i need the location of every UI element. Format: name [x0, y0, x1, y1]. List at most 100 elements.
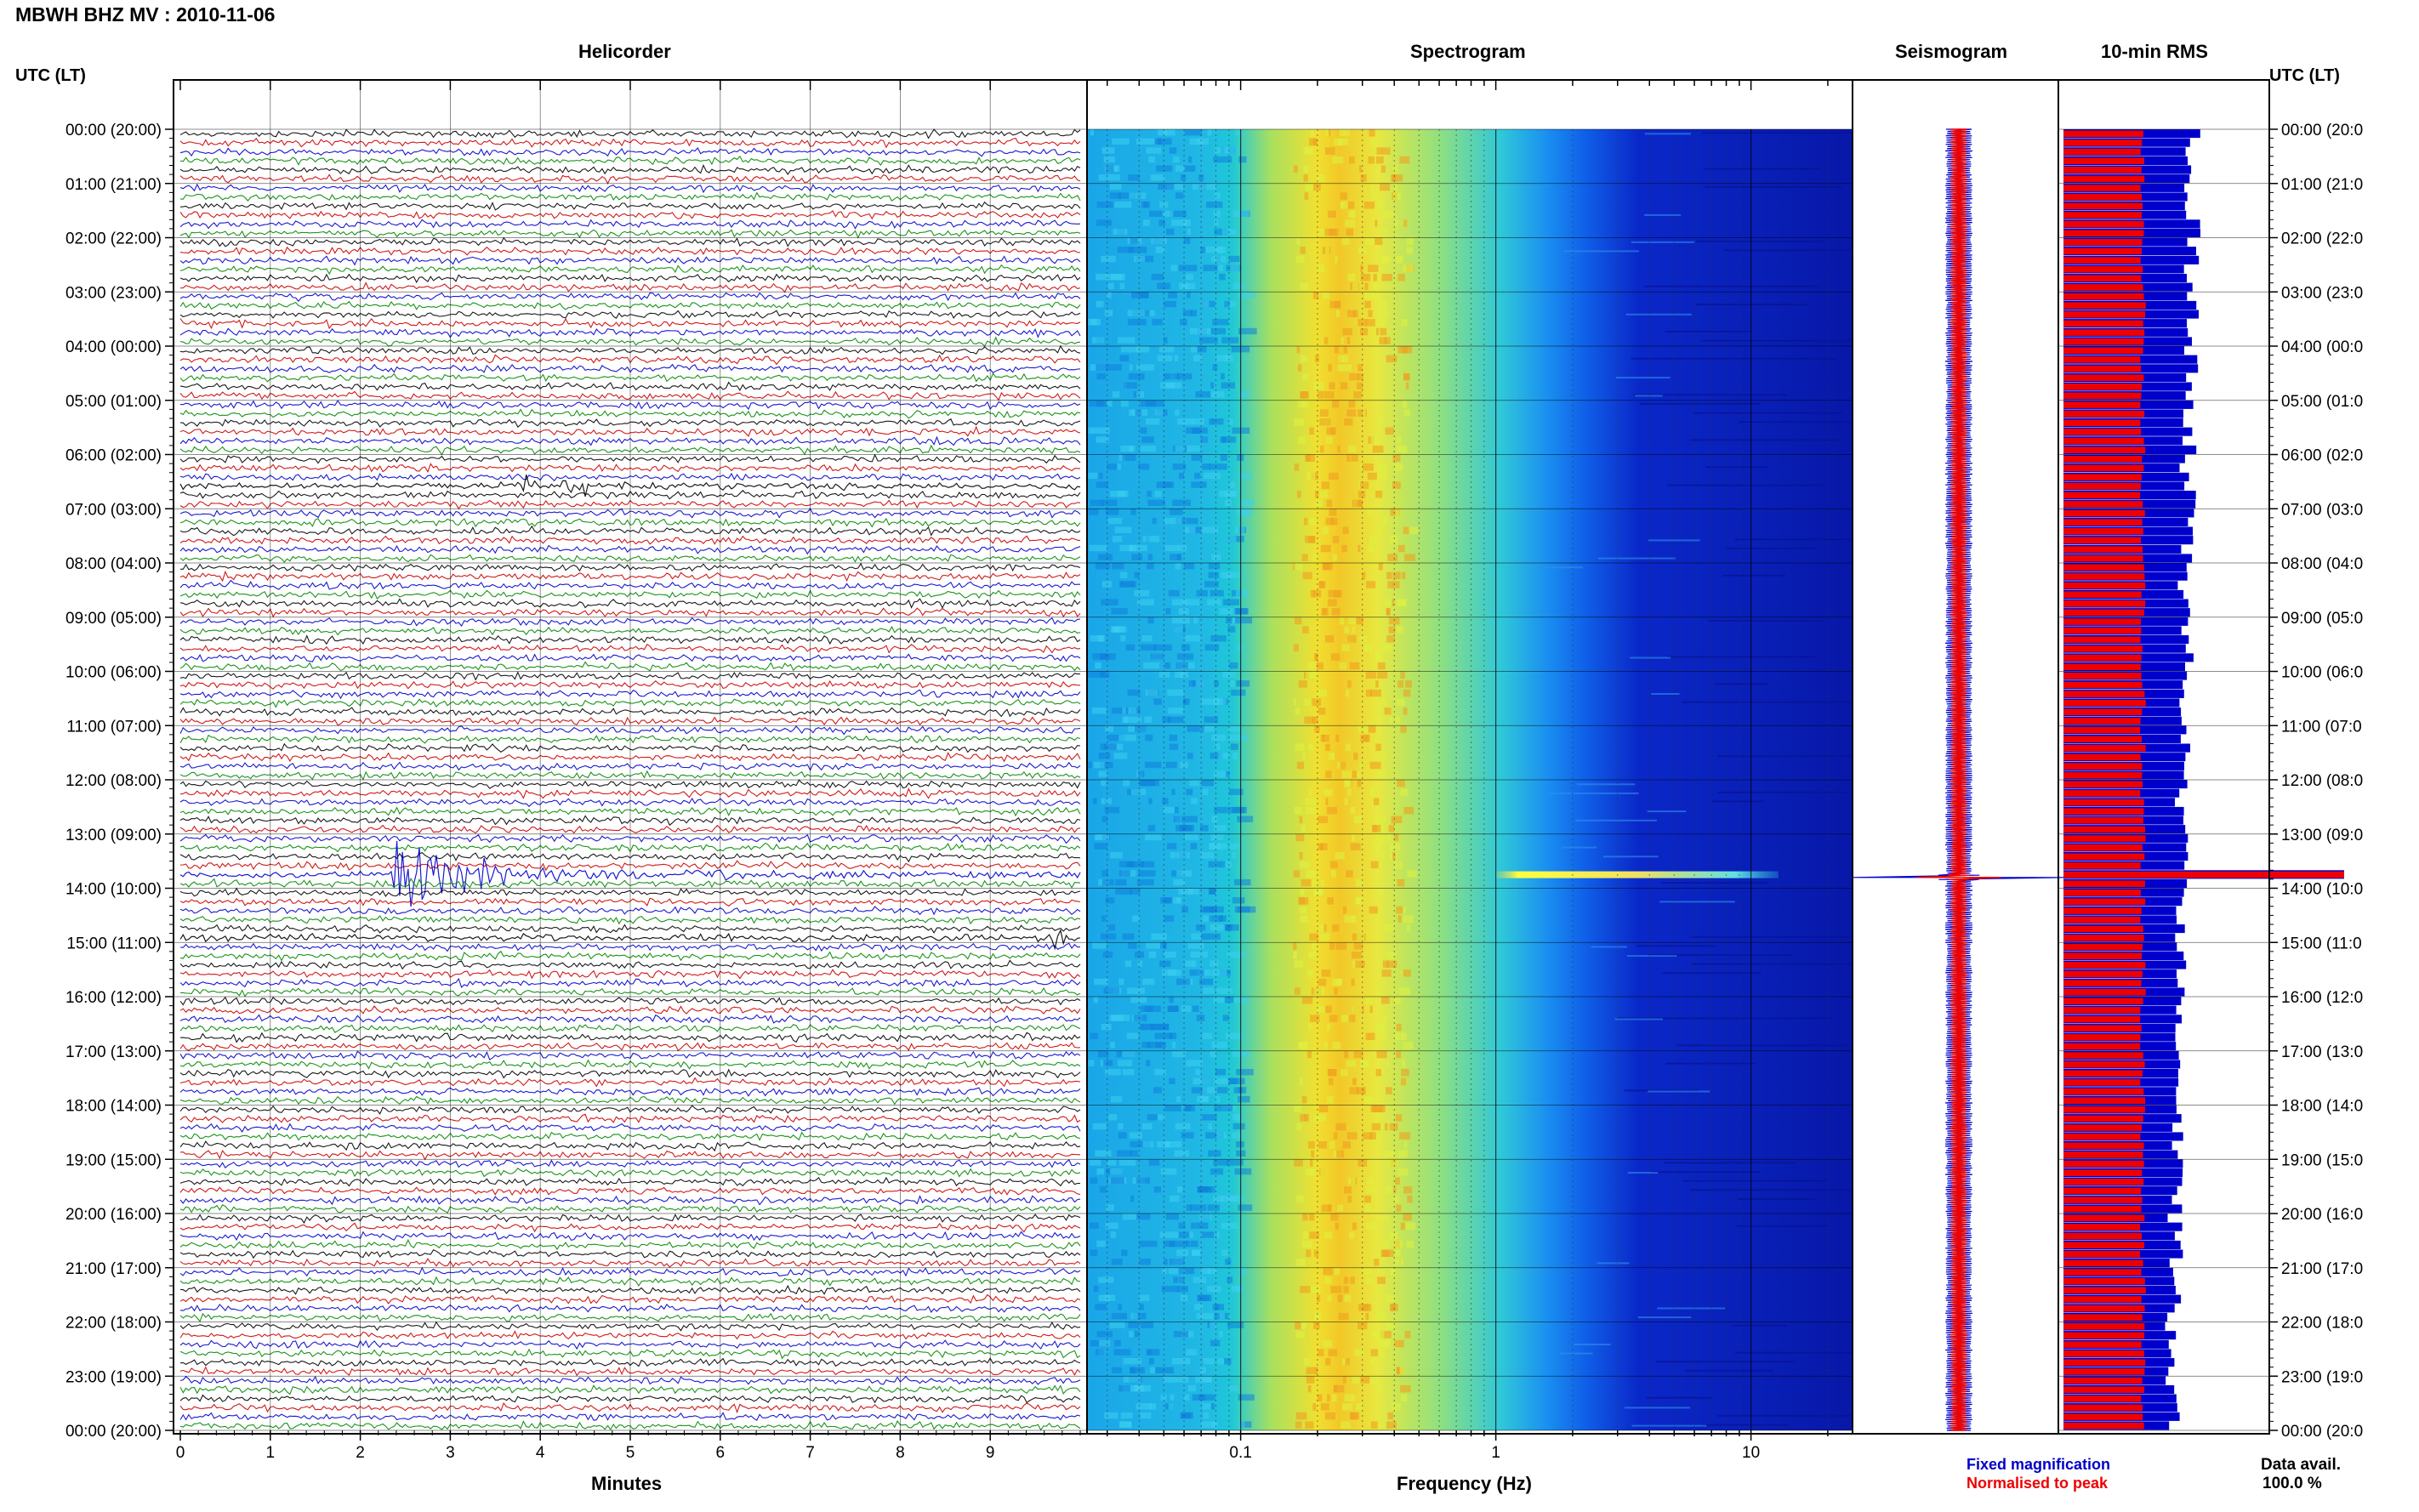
- row-label-right: 07:00 (03:0: [2281, 501, 2363, 519]
- rms-bar-normalised: [2063, 528, 2143, 535]
- rms-bar-normalised: [2063, 1025, 2142, 1032]
- row-label-right: 19:00 (15:0: [2281, 1151, 2363, 1169]
- rms-bar-normalised: [2063, 871, 2344, 878]
- minute-tick-label: 2: [356, 1444, 365, 1462]
- rms-bar-normalised: [2063, 1305, 2145, 1312]
- rms-bar-normalised: [2063, 239, 2143, 246]
- rms-bar-normalised: [2063, 257, 2141, 264]
- rms-bar-normalised: [2063, 464, 2144, 472]
- rms-bar-normalised: [2063, 636, 2141, 644]
- rms-bar-normalised: [2063, 554, 2143, 562]
- rms-bar-normalised: [2063, 167, 2142, 173]
- minute-tick-label: 8: [896, 1444, 905, 1462]
- rms-bar-normalised: [2063, 356, 2141, 363]
- minute-tick-label: 1: [266, 1444, 276, 1462]
- row-label-left: 20:00 (16:00): [65, 1206, 162, 1224]
- row-label-left: 06:00 (02:00): [65, 447, 162, 465]
- row-label-left: 07:00 (03:00): [65, 501, 162, 519]
- row-label-left: 21:00 (17:00): [65, 1260, 162, 1278]
- rms-bar-normalised: [2063, 419, 2141, 427]
- rms-bar-normalised: [2063, 347, 2143, 355]
- rms-bar-normalised: [2063, 691, 2145, 697]
- row-label-left: 00:00 (20:00): [65, 122, 162, 139]
- row-label-right: 12:00 (08:0: [2281, 772, 2363, 790]
- rms-title: 10-min RMS: [2101, 41, 2208, 62]
- seismogram-title: Seismogram: [1895, 41, 2008, 62]
- rms-bar-normalised: [2063, 384, 2142, 390]
- rms-bar-normalised: [2063, 808, 2144, 815]
- rms-bar-normalised: [2063, 1187, 2142, 1195]
- rms-bar-normalised: [2063, 916, 2141, 924]
- rms-bar-normalised: [2063, 753, 2141, 761]
- row-label-left: 04:00 (00:00): [65, 338, 162, 356]
- rms-bar-normalised: [2063, 130, 2143, 138]
- rms-bar-normalised: [2063, 708, 2143, 716]
- frequency-tick-label: 1: [1491, 1444, 1500, 1462]
- left-axis-title: UTC (LT): [15, 66, 86, 85]
- row-label-right: 15:00 (11:0: [2281, 935, 2362, 952]
- rms-bar-normalised: [2063, 1368, 2145, 1375]
- rms-bar-normalised: [2063, 862, 2141, 869]
- rms-bar-normalised: [2063, 745, 2146, 752]
- rms-bar-normalised: [2063, 284, 2143, 291]
- rms-bar-normalised: [2063, 546, 2143, 553]
- rms-bar-normalised: [2063, 1060, 2145, 1068]
- rms-bar-normalised: [2063, 202, 2143, 210]
- rms-bar-normalised: [2063, 1124, 2142, 1131]
- rms-bar-normalised: [2063, 645, 2143, 652]
- rms-bar-normalised: [2063, 1242, 2145, 1248]
- helicorder-title: Helicorder: [578, 41, 671, 62]
- minutes-axis-label: Minutes: [591, 1473, 663, 1494]
- rms-bar-normalised: [2063, 1070, 2143, 1077]
- minute-tick-label: 6: [716, 1444, 726, 1462]
- row-label-left: 15:00 (11:00): [66, 935, 162, 952]
- rms-bar-normalised: [2063, 148, 2141, 156]
- row-label-right: 05:00 (01:0: [2281, 393, 2363, 411]
- rms-bar-normalised: [2063, 817, 2143, 824]
- rms-bar-normalised: [2063, 265, 2143, 273]
- rms-bar-normalised: [2063, 1277, 2145, 1285]
- rms-bar-normalised: [2063, 429, 2142, 435]
- row-label-left: 23:00 (19:00): [65, 1368, 162, 1386]
- rms-bar-normalised: [2063, 1007, 2141, 1014]
- rms-bar-normalised: [2063, 501, 2143, 508]
- minute-tick-label: 5: [626, 1444, 635, 1462]
- rms-bar-normalised: [2063, 1197, 2143, 1203]
- rms-bar-normalised: [2063, 1106, 2145, 1113]
- rms-bar-normalised: [2063, 962, 2146, 969]
- rms-bar-normalised: [2063, 365, 2142, 372]
- row-label-left: 14:00 (10:00): [65, 881, 162, 899]
- rms-bar-normalised: [2063, 185, 2141, 191]
- rms-bar-normalised: [2063, 410, 2145, 418]
- rms-bar-normalised: [2063, 1052, 2143, 1059]
- row-label-right: 01:00 (21:0: [2281, 176, 2363, 194]
- rms-bar-normalised: [2063, 970, 2143, 978]
- rms-bar-normalised: [2063, 374, 2144, 381]
- row-label-left: 01:00 (21:00): [65, 176, 162, 194]
- rms-bar-normalised: [2063, 627, 2142, 634]
- rms-bar-normalised: [2063, 157, 2144, 164]
- rms-bar-normalised: [2063, 212, 2143, 219]
- rms-bar-normalised: [2063, 1377, 2143, 1384]
- row-label-left: 19:00 (15:00): [65, 1151, 162, 1169]
- rms-bar-normalised: [2063, 799, 2144, 806]
- rms-bar-normalised: [2063, 1404, 2143, 1412]
- rms-bar-normalised: [2063, 247, 2142, 255]
- rms-bar-normalised: [2063, 1097, 2146, 1104]
- spectrogram-event-band: [1495, 871, 1779, 878]
- rms-bar-normalised: [2063, 537, 2141, 544]
- row-label-left: 02:00 (22:00): [65, 230, 162, 248]
- row-label-left: 17:00 (13:00): [65, 1043, 162, 1061]
- rms-bar-normalised: [2063, 1133, 2141, 1140]
- row-label-right: 11:00 (07:0: [2281, 718, 2362, 736]
- rms-bar-normalised: [2063, 320, 2143, 327]
- row-label-right: 21:00 (17:0: [2281, 1260, 2363, 1278]
- spectrogram-title: Spectrogram: [1410, 41, 1526, 62]
- rms-bar-normalised: [2063, 401, 2141, 408]
- row-label-left: 16:00 (12:00): [65, 989, 162, 1007]
- row-label-right: 16:00 (12:0: [2281, 989, 2363, 1007]
- rms-bar-normalised: [2063, 1386, 2145, 1393]
- rms-bar-normalised: [2063, 600, 2146, 607]
- rms-bar-normalised: [2063, 663, 2141, 670]
